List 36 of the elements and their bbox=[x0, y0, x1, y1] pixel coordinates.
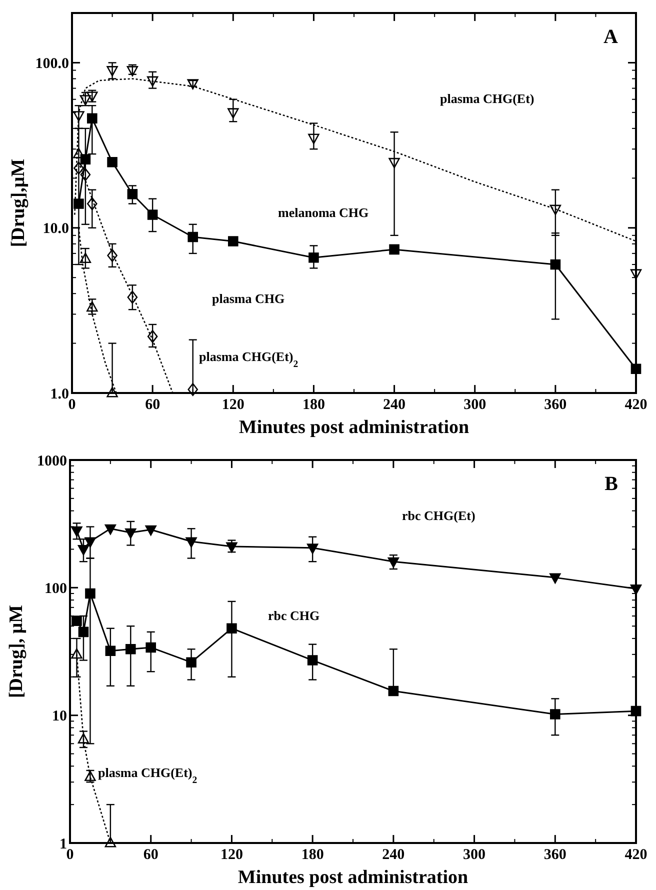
y-tick-label: 10 bbox=[52, 708, 67, 725]
y-tick-label: 1.0 bbox=[50, 386, 69, 402]
x-tick-label: 360 bbox=[544, 397, 567, 413]
y-axis-title: [Drug], μM bbox=[6, 604, 27, 698]
x-tick-label: 180 bbox=[302, 397, 325, 413]
y-tick-label: 10.0 bbox=[42, 221, 69, 238]
annotation: plasma CHG(Et)$_{2}$ bbox=[199, 349, 298, 370]
x-tick-label: 180 bbox=[301, 847, 324, 863]
x-tick-label: 0 bbox=[68, 397, 76, 413]
x-tick-label: 240 bbox=[382, 847, 405, 863]
x-tick-label: 60 bbox=[143, 847, 158, 863]
x-axis-title: Minutes post administration bbox=[238, 867, 468, 888]
x-tick-label: 420 bbox=[624, 397, 648, 413]
annotation: plasma CHG bbox=[212, 291, 285, 306]
annotation: B bbox=[604, 473, 618, 495]
x-tick-label: 300 bbox=[463, 847, 486, 863]
x-tick-label: 60 bbox=[145, 397, 160, 413]
y-tick-label: 100 bbox=[44, 580, 67, 597]
annotation: plasma CHG(Et)$_{2}$ bbox=[98, 765, 198, 786]
y-tick-label: 1000 bbox=[37, 453, 67, 470]
x-axis-title: Minutes post administration bbox=[238, 417, 470, 438]
annotation: plasma CHG(Et) bbox=[440, 91, 534, 106]
x-tick-label: 240 bbox=[383, 397, 406, 413]
x-tick-label: 300 bbox=[464, 397, 486, 413]
y-tick-label: 100.0 bbox=[35, 56, 69, 72]
y-axis-title: [Drug],μM bbox=[8, 158, 29, 248]
x-tick-label: 420 bbox=[624, 847, 648, 863]
y-tick-label: 1 bbox=[60, 836, 67, 852]
x-tick-label: 120 bbox=[220, 847, 243, 863]
x-tick-label: 360 bbox=[544, 847, 566, 863]
annotation: A bbox=[604, 26, 619, 48]
x-tick-label: 120 bbox=[222, 397, 244, 413]
annotation: rbc CHG bbox=[268, 608, 320, 623]
x-tick-label: 0 bbox=[66, 847, 74, 863]
annotation: rbc CHG(Et) bbox=[402, 508, 476, 523]
annotation: melanoma CHG bbox=[278, 205, 369, 220]
